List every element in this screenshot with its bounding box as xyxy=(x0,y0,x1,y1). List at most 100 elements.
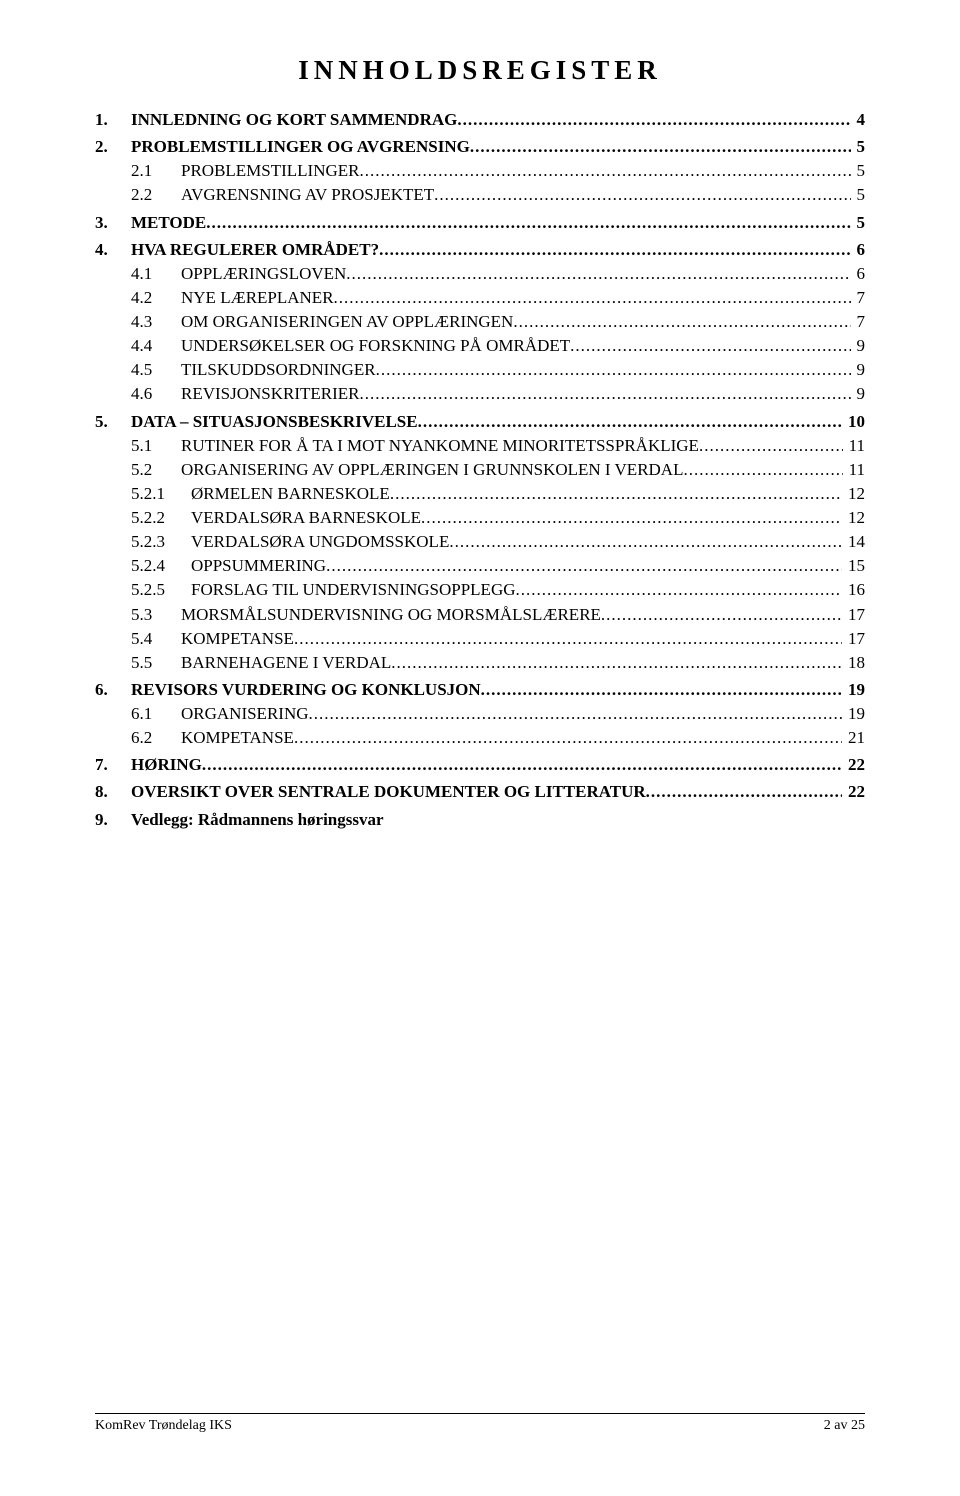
toc-entry-page: 15 xyxy=(842,554,865,578)
toc-leader-dots xyxy=(601,603,842,627)
toc-entry-page: 5 xyxy=(851,211,866,235)
toc-entry-number: 9. xyxy=(95,808,131,832)
toc-entry-number: 2. xyxy=(95,135,131,159)
toc-entry-page: 19 xyxy=(842,678,865,702)
toc-leader-dots xyxy=(360,382,851,406)
toc-entry-page: 4 xyxy=(851,108,866,132)
toc-leader-dots xyxy=(470,135,851,159)
toc-entry-page: 21 xyxy=(842,726,865,750)
toc-entry-label: BARNEHAGENE I VERDAL xyxy=(181,651,391,675)
toc-entry: 5.2.1ØRMELEN BARNESKOLE12 xyxy=(95,482,865,506)
toc-entry-number: 5.5 xyxy=(131,651,181,675)
toc-entry-label: DATA – SITUASJONSBESKRIVELSE xyxy=(131,410,418,434)
page-content: INNHOLDSREGISTER 1.INNLEDNING OG KORT SA… xyxy=(0,0,960,832)
toc-entry-number: 5.4 xyxy=(131,627,181,651)
toc-entry-number: 4.2 xyxy=(131,286,181,310)
toc-leader-dots xyxy=(570,334,850,358)
toc-entry-number: 4.5 xyxy=(131,358,181,382)
toc-entry: 7.HØRING22 xyxy=(95,753,865,777)
toc-entry-page: 18 xyxy=(842,651,865,675)
toc-entry: 5.3MORSMÅLSUNDERVISNING OG MORSMÅLSLÆRER… xyxy=(95,603,865,627)
document-title: INNHOLDSREGISTER xyxy=(95,55,865,86)
toc-entry-label: REVISORS VURDERING OG KONKLUSJON xyxy=(131,678,481,702)
toc-leader-dots xyxy=(457,108,850,132)
toc-entry-page: 11 xyxy=(843,458,865,482)
toc-entry-label: UNDERSØKELSER OG FORSKNING PÅ OMRÅDET xyxy=(181,334,570,358)
toc-entry: 5.5BARNEHAGENE I VERDAL 18 xyxy=(95,651,865,675)
toc-entry-page: 17 xyxy=(842,627,865,651)
toc-entry: 4.5TILSKUDDSORDNINGER9 xyxy=(95,358,865,382)
toc-entry-page: 17 xyxy=(842,603,865,627)
toc-entry-label: PROBLEMSTILLINGER xyxy=(181,159,360,183)
toc-leader-dots xyxy=(206,211,850,235)
toc-entry-label: KOMPETANSE xyxy=(181,627,294,651)
toc-entry-page: 14 xyxy=(842,530,865,554)
toc-leader-dots xyxy=(294,726,842,750)
toc-entry: 4.2NYE LÆREPLANER7 xyxy=(95,286,865,310)
toc-entry-label: OM ORGANISERINGEN AV OPPLÆRINGEN xyxy=(181,310,513,334)
toc-entry: 4.1OPPLÆRINGSLOVEN6 xyxy=(95,262,865,286)
toc-entry: 5.2.2VERDALSØRA BARNESKOLE12 xyxy=(95,506,865,530)
toc-entry-label: AVGRENSNING AV PROSJEKTET xyxy=(181,183,434,207)
toc-entry: 9.Vedlegg: Rådmannens høringssvar xyxy=(95,808,865,832)
toc-entry-label: REVISJONSKRITERIER xyxy=(181,382,360,406)
toc-entry: 2.1PROBLEMSTILLINGER5 xyxy=(95,159,865,183)
toc-entry: 4.4UNDERSØKELSER OG FORSKNING PÅ OMRÅDET… xyxy=(95,334,865,358)
toc-entry-number: 4.3 xyxy=(131,310,181,334)
toc-entry-number: 4.6 xyxy=(131,382,181,406)
toc-entry-label: PROBLEMSTILLINGER OG AVGRENSING xyxy=(131,135,470,159)
toc-entry-number: 6. xyxy=(95,678,131,702)
toc-entry-label: ORGANISERING xyxy=(181,702,309,726)
toc-entry-label: VERDALSØRA BARNESKOLE xyxy=(191,506,421,530)
toc-entry-page: 5 xyxy=(851,183,866,207)
toc-entry-number: 5.2.3 xyxy=(131,530,191,554)
toc-entry: 5.DATA – SITUASJONSBESKRIVELSE 10 xyxy=(95,410,865,434)
toc-entry: 4.3OM ORGANISERINGEN AV OPPLÆRINGEN7 xyxy=(95,310,865,334)
toc-entry-number: 4.4 xyxy=(131,334,181,358)
toc-entry-number: 5.1 xyxy=(131,434,181,458)
toc-entry-label: KOMPETANSE xyxy=(181,726,294,750)
toc-leader-dots xyxy=(683,458,842,482)
toc-entry: 5.2.4OPPSUMMERING15 xyxy=(95,554,865,578)
toc-entry-label: HØRING xyxy=(131,753,202,777)
toc-entry: 5.4KOMPETANSE 17 xyxy=(95,627,865,651)
toc-entry: 4.HVA REGULERER OMRÅDET?6 xyxy=(95,238,865,262)
toc-entry-number: 5.2 xyxy=(131,458,181,482)
toc-leader-dots xyxy=(513,310,850,334)
toc-leader-dots xyxy=(202,753,842,777)
toc-entry-label: MORSMÅLSUNDERVISNING OG MORSMÅLSLÆRERE xyxy=(181,603,601,627)
toc-entry-page: 16 xyxy=(842,578,865,602)
toc-entry-page: 12 xyxy=(842,482,865,506)
toc-entry-number: 4.1 xyxy=(131,262,181,286)
toc-entry: 6.2KOMPETANSE21 xyxy=(95,726,865,750)
toc-leader-dots xyxy=(516,578,843,602)
toc-leader-dots xyxy=(326,554,842,578)
toc-entry-page: 19 xyxy=(842,702,865,726)
toc-leader-dots xyxy=(360,159,851,183)
toc-entry-label: VERDALSØRA UNGDOMSSKOLE xyxy=(191,530,449,554)
toc-leader-dots xyxy=(391,651,842,675)
toc-entry: 5.1RUTINER FOR Å TA I MOT NYANKOMNE MINO… xyxy=(95,434,865,458)
toc-entry-label: ORGANISERING AV OPPLÆRINGEN I GRUNNSKOLE… xyxy=(181,458,683,482)
toc-leader-dots xyxy=(434,183,850,207)
toc-entry-number: 1. xyxy=(95,108,131,132)
toc-entry-label: TILSKUDDSORDNINGER xyxy=(181,358,376,382)
toc-entry-page: 9 xyxy=(851,382,866,406)
toc-entry-page: 22 xyxy=(842,753,865,777)
toc-entry-page: 10 xyxy=(842,410,865,434)
toc-entry-number: 5. xyxy=(95,410,131,434)
toc-entry: 1.INNLEDNING OG KORT SAMMENDRAG4 xyxy=(95,108,865,132)
toc-leader-dots xyxy=(309,702,843,726)
toc-entry-page: 5 xyxy=(851,159,866,183)
toc-entry-number: 3. xyxy=(95,211,131,235)
toc-entry-number: 5.2.2 xyxy=(131,506,191,530)
toc-leader-dots xyxy=(376,358,851,382)
toc-entry-number: 6.1 xyxy=(131,702,181,726)
toc-leader-dots xyxy=(699,434,843,458)
toc-entry: 2.PROBLEMSTILLINGER OG AVGRENSING5 xyxy=(95,135,865,159)
toc-entry-label: OVERSIKT OVER SENTRALE DOKUMENTER OG LIT… xyxy=(131,780,646,804)
footer-left: KomRev Trøndelag IKS xyxy=(95,1418,232,1434)
toc-leader-dots xyxy=(421,506,842,530)
toc-leader-dots xyxy=(379,238,850,262)
toc-entry: 8.OVERSIKT OVER SENTRALE DOKUMENTER OG L… xyxy=(95,780,865,804)
